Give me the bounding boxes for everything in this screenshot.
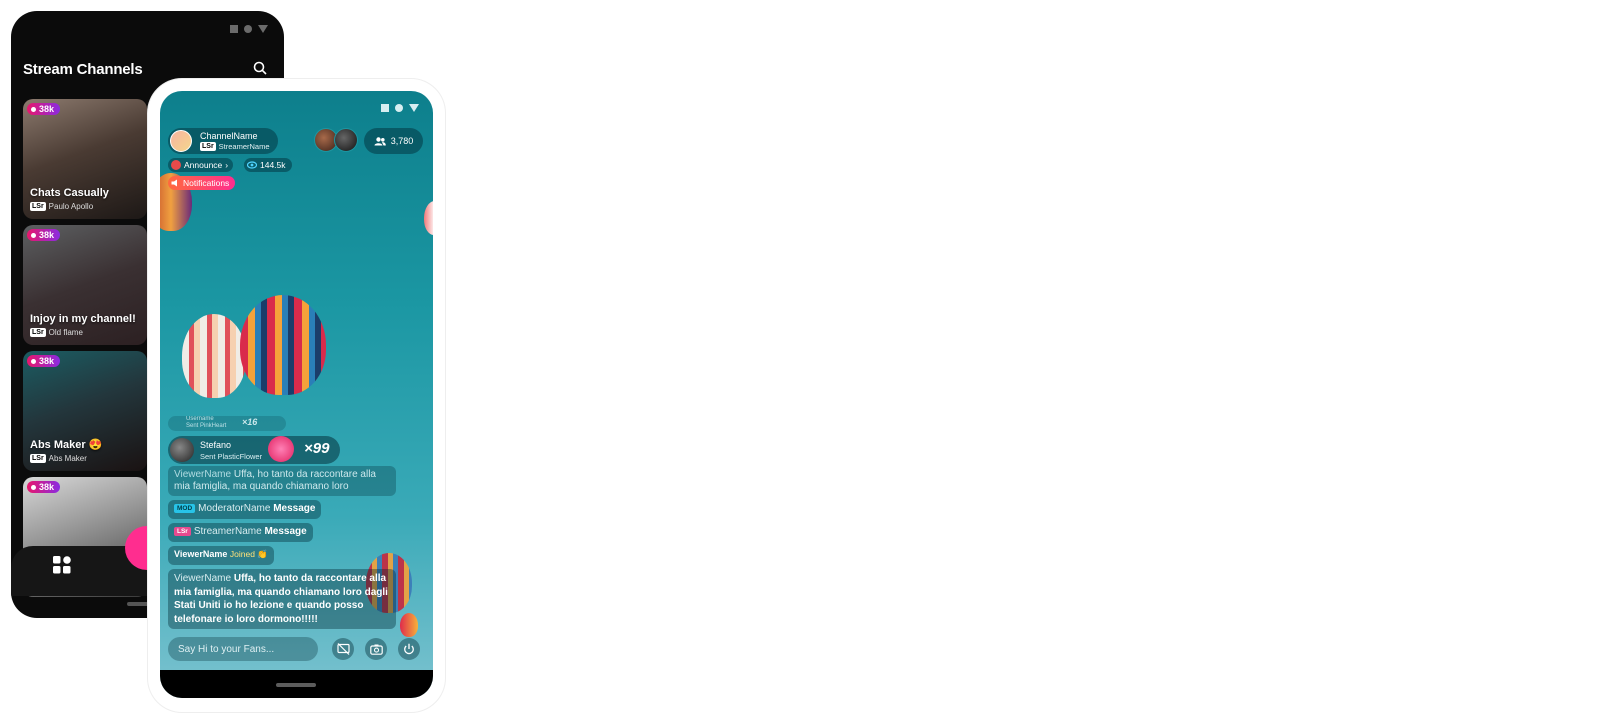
grid-icon[interactable] [53,556,71,574]
card-title: Abs Maker 😍 [30,439,103,451]
card-user: LSr Paulo Apollo [30,202,94,211]
channel-info[interactable]: ChannelName LSr StreamerName [168,128,278,154]
views-badge: 144.5k [244,158,292,172]
channel-name: ChannelName [200,131,258,141]
balloon-image [182,314,246,398]
power-icon [404,643,414,655]
gift-multiplier: ×99 [304,440,330,457]
live-badge: 38k [27,355,61,367]
status-bar [230,25,268,33]
channel-card[interactable]: 38k Injoy in my channel! LSr Old flame [23,225,147,345]
channel-card[interactable]: 38k Chats Casually LSr Paulo Apollo [23,99,147,219]
chat-input[interactable]: Say Hi to your Fans... [168,637,318,661]
announce-icon [171,160,181,170]
gift-sent: Sent PlasticFlower [200,452,263,461]
chat-off-icon [336,643,350,655]
live-stream-screen: ChannelName LSr StreamerName 3,780 Announ… [160,91,433,698]
card-title: Chats Casually [30,187,109,199]
gift-notification: Username Sent PinkHeart ×16 [168,416,286,431]
balloon-image [366,553,412,613]
circle-icon [395,104,403,112]
mod-badge: MOD [174,503,196,513]
square-icon [381,104,389,112]
hide-chat-button[interactable] [332,638,354,660]
balloon-image [400,613,418,637]
signal-icon [409,104,419,112]
flower-gift-icon [268,436,294,462]
circle-icon [244,25,252,33]
live-badge: 38k [27,481,61,493]
eye-icon [247,161,257,169]
notifications-button[interactable]: Notifications [168,176,236,190]
camera-switch-icon [369,644,383,655]
live-badge: 38k [27,103,61,115]
balloon-image [424,201,433,235]
viewer-avatars[interactable] [314,128,360,154]
switch-camera-button[interactable] [365,638,387,660]
chat-message: ViewerName Uffa, ho tanto da raccontare … [168,466,396,496]
chat-message: MOD ModeratorName Message [168,500,322,519]
card-user: LSr Abs Maker [30,454,87,463]
streamer-name: LSr StreamerName [200,142,270,151]
status-bar [381,104,419,112]
gift-sender: Stefano [200,440,232,450]
home-indicator [276,683,316,687]
signal-icon [258,25,268,33]
chat-message: LSr StreamerName Message [168,523,313,542]
viewer-count[interactable]: 3,780 [364,128,423,154]
gift-sent: Sent PinkHeart [186,423,227,429]
home-indicator [127,602,167,606]
channel-card[interactable]: 38k Abs Maker 😍 LSr Abs Maker [23,351,147,471]
search-icon[interactable] [253,61,267,75]
live-stream-phone: ChannelName LSr StreamerName 3,780 Announ… [148,79,445,712]
live-badge: 38k [27,229,61,241]
avatar [334,128,358,152]
gift-multiplier: ×16 [242,417,258,427]
gift-notification: Stefano Sent PlasticFlower ×99 [168,436,340,464]
square-icon [230,25,238,33]
avatar [170,438,194,462]
gift-sender: Username [186,416,214,422]
card-user: LSr Old flame [30,328,83,337]
chevron-right-icon: › [225,160,229,170]
chat-message: ViewerName Uffa, ho tanto da raccontare … [168,569,396,629]
card-title: Injoy in my channel! [30,313,136,325]
announce-button[interactable]: Announce › [168,158,234,172]
users-icon [374,136,386,145]
balloon-image [240,295,326,395]
speaker-icon [171,179,177,187]
channel-avatar [170,130,192,152]
streamer-badge: LSr [174,526,191,536]
end-stream-button[interactable] [398,638,420,660]
join-message: ViewerName Joined 👏 [168,546,274,565]
page-title: Stream Channels [23,61,143,78]
